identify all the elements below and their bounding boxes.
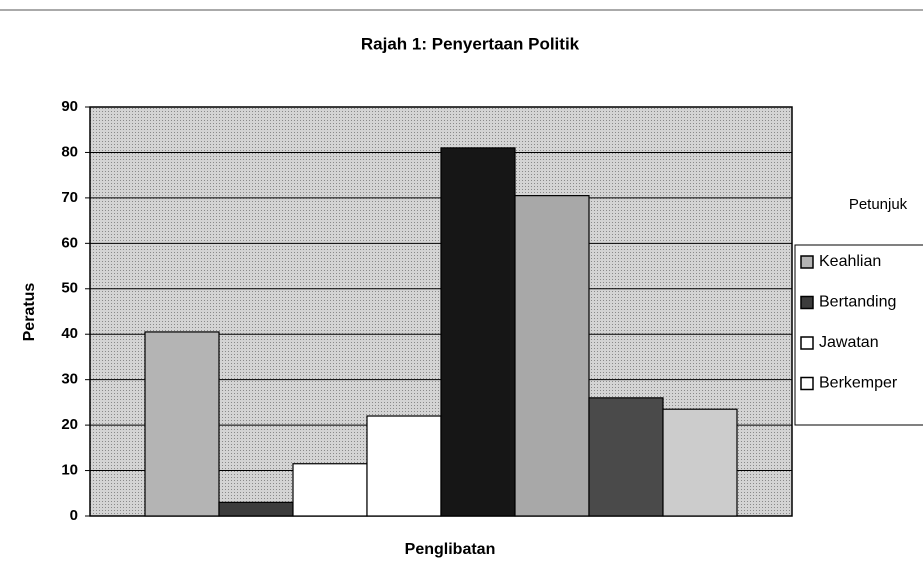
y-tick-label: 80 [61, 143, 78, 160]
legend-label: Keahlian [819, 253, 881, 270]
legend-label: Bertanding [819, 294, 896, 311]
y-tick-label: 50 [61, 280, 78, 297]
legend-box [794, 244, 923, 426]
y-tick-label: 60 [61, 234, 78, 251]
legend-label: Berkemper [819, 375, 898, 392]
bar [144, 331, 220, 517]
y-tick-label: 20 [61, 416, 78, 433]
y-tick-label: 30 [61, 371, 78, 388]
bar [218, 501, 294, 517]
legend-swatch [800, 376, 814, 391]
y-tick-label: 90 [61, 98, 78, 115]
bar [292, 463, 368, 517]
legend-swatch [800, 295, 814, 310]
legend-swatch [800, 255, 814, 269]
bar [588, 397, 664, 517]
bar [662, 408, 738, 517]
y-axis-label: Peratus [21, 283, 38, 342]
chart-title: Rajah 1: Penyertaan Politik [361, 34, 580, 53]
bar [366, 415, 442, 517]
legend-title: Petunjuk [849, 196, 908, 213]
bar [514, 195, 590, 517]
y-tick-label: 40 [61, 325, 78, 342]
bar [440, 147, 516, 517]
legend-label: Jawatan [819, 334, 879, 351]
y-tick-label: 70 [61, 189, 78, 206]
x-axis-label: Penglibatan [405, 541, 496, 558]
y-tick-label: 10 [61, 462, 78, 479]
legend-swatch [800, 336, 814, 350]
y-tick-label: 0 [70, 507, 78, 524]
